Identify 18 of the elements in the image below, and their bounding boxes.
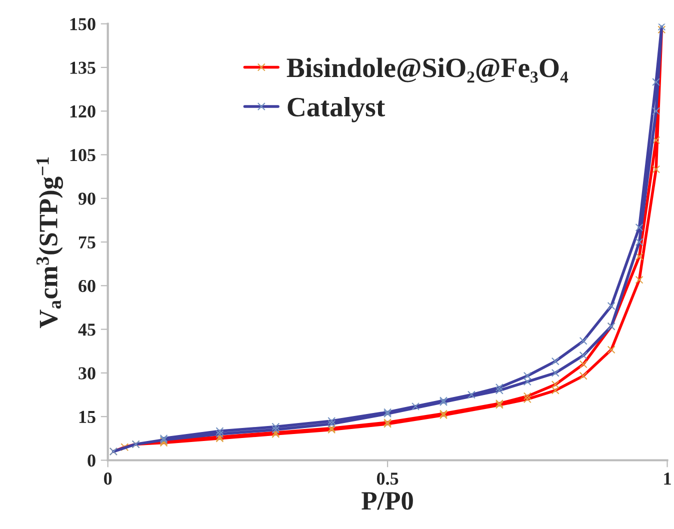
- y-tick-label: 75: [79, 236, 96, 248]
- x-tick-label: 0: [104, 472, 112, 485]
- x-axis-title: P/P0: [362, 492, 413, 510]
- y-tick-label: 0: [88, 454, 96, 467]
- y-tick-label: 15: [79, 410, 96, 424]
- y-tick-label: 135: [70, 62, 96, 74]
- y-axis-title: V$_{a}$cm$^{3}$(STP)g$^{−1}$: [36, 157, 64, 328]
- y-tick-label: 60: [78, 280, 96, 292]
- x-tick-label: 1: [664, 472, 671, 485]
- y-tick-label: 45: [78, 324, 96, 336]
- x-tick-label: 0.5: [376, 472, 398, 485]
- y-tick-label: 30: [78, 367, 96, 380]
- legend-label: Bisindole@SiO₂@Fe₃O₄: [286, 58, 568, 83]
- y-tick-label: 105: [70, 148, 96, 162]
- y-tick-label: 90: [78, 192, 96, 205]
- legend-label: Catalyst: [288, 96, 386, 122]
- y-tick-label: 150: [70, 18, 96, 30]
- y-tick-label: 120: [70, 105, 96, 118]
